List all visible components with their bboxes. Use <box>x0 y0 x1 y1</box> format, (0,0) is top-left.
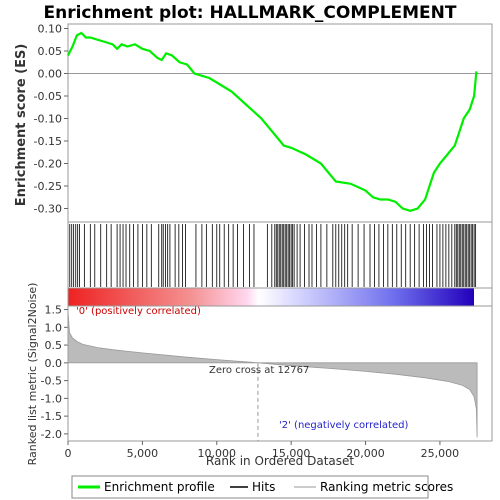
legend-box <box>71 475 429 499</box>
es-y-axis-label: Enrichment score (ES) <box>14 44 29 207</box>
chart-title: Enrichment plot: HALLMARK_COMPLEMENT <box>43 3 456 23</box>
es-y-tick-label: -0.05 <box>34 90 62 103</box>
metric-y-tick-label: 1.5 <box>45 304 63 317</box>
x-tick-label: 10,000 <box>198 447 237 460</box>
legend-hits-label: Hits <box>252 480 275 494</box>
es-y-tick-label: -0.25 <box>34 180 62 193</box>
es-y-tick-label: 0.05 <box>38 45 63 58</box>
x-axis: 0 5,000 10,000 15,000 20,000 25,000 <box>65 441 460 460</box>
zero-cross-annotation: Zero cross at 12767 <box>209 365 309 376</box>
x-tick-label: 25,000 <box>421 447 460 460</box>
metric-y-tick-label: 0.0 <box>45 357 63 370</box>
x-tick-label: 15,000 <box>272 447 311 460</box>
legend-enrichment-label: Enrichment profile <box>104 480 215 494</box>
es-y-axis: 0.10 0.05 0.00 -0.05 -0.10 -0.15 -0.20 -0.25 -0.… <box>34 23 68 216</box>
es-y-tick-label: -0.15 <box>34 135 62 148</box>
enrichment-profile-line <box>67 31 478 212</box>
x-tick-label: 0 <box>65 447 72 460</box>
x-axis-label: Rank in Ordered Dataset <box>206 454 354 468</box>
es-y-tick-label: 0.00 <box>38 68 63 81</box>
metric-y-tick-label: -0.5 <box>41 375 62 388</box>
es-y-tick-label: -0.30 <box>34 203 62 216</box>
x-tick-label: 20,000 <box>346 447 385 460</box>
metric-y-tick-label: -2.0 <box>41 428 62 441</box>
ranking-metric-area <box>67 311 478 438</box>
positive-annotation: '0' (positively correlated) <box>76 306 201 317</box>
es-y-tick-label: 0.10 <box>38 23 63 36</box>
metric-y-axis: 1.5 1.0 0.5 0.0 -0.5 -1.0 -1.5 -2.0 <box>41 304 68 441</box>
legend-metric-label: Ranking metric scores <box>320 480 453 494</box>
metric-panel-frame <box>67 305 493 442</box>
metric-y-tick-label: -1.5 <box>41 410 62 423</box>
ranking-heat-strip <box>68 288 474 306</box>
metric-y-tick-label: -1.0 <box>41 392 62 405</box>
hits-panel-frame <box>67 221 493 289</box>
x-tick-label: 5,000 <box>127 447 159 460</box>
es-y-tick-label: -0.10 <box>34 113 62 126</box>
metric-y-tick-label: 0.5 <box>45 339 63 352</box>
metric-y-tick-label: 1.0 <box>45 321 63 334</box>
negative-annotation: '2' (negatively correlated) <box>279 420 408 431</box>
es-y-tick-label: -0.20 <box>34 158 62 171</box>
hits-marks <box>69 224 477 287</box>
metric-y-axis-label: Ranked list metric (Signal2Noise) <box>26 283 39 466</box>
